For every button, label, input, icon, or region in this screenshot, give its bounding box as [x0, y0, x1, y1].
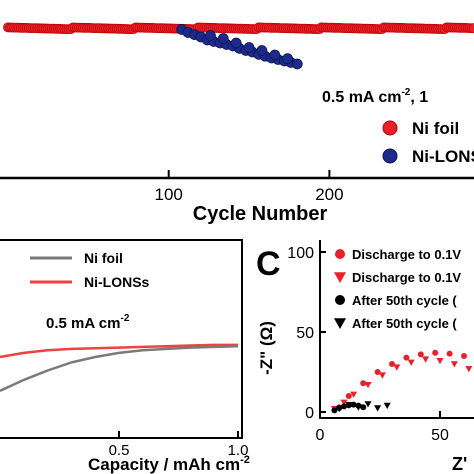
c-y-axis-label: -Z" (Ω): [257, 321, 276, 375]
c-point-triangle-3: [364, 401, 372, 408]
top-x-axis-label: Cycle Number: [193, 203, 328, 225]
c-point-triangle-1: [340, 399, 348, 406]
top-x-tick-label: 100: [155, 185, 183, 204]
bl-axis-frame: [0, 239, 243, 439]
bl-line-ni-foil: [0, 344, 239, 392]
c-x-tick-label: 0: [316, 427, 325, 444]
top-series-ni-foil: [3, 22, 474, 35]
c-point-triangle-3: [345, 402, 353, 409]
c-point-triangle-1: [364, 382, 372, 389]
c-point-triangle-1: [393, 364, 401, 371]
top-panel: 100 200 Cycle Number 0.5 mA cm-2, 1 Ni fo…: [0, 22, 474, 225]
top-point-ni-lonss: [256, 45, 268, 56]
c-point-triangle-1: [422, 356, 430, 363]
bottom-left-panel: Ni foil Ni-LONSs 0.5 mA cm-2 0.5 1.0 Capa…: [0, 239, 250, 474]
c-point-circle-0: [389, 361, 395, 367]
panel-c: C 0 50 100 0 50 -Z" (Ω) Z' Discharge to 0.1…: [256, 240, 474, 474]
bl-legend-label-ni-foil: Ni foil: [84, 250, 123, 266]
top-condition-label: 0.5 mA cm-2, 1: [322, 87, 428, 106]
bl-series-ni-foil: [0, 344, 239, 392]
c-legend: Discharge to 0.1V Discharge to 0.1V After …: [334, 247, 461, 331]
c-legend-label: After 50th cycle (: [352, 316, 457, 331]
top-point-ni-lonss: [205, 30, 216, 41]
c-y-tick-label: 50: [296, 325, 314, 342]
c-point-triangle-1: [450, 361, 458, 368]
top-point-ni-lonss: [243, 42, 255, 53]
c-point-circle-2: [341, 403, 347, 410]
c-x-ticks: 0 50: [316, 411, 449, 444]
top-series-ni-lonss: [176, 24, 303, 70]
bl-line-ni-lonss: [0, 343, 238, 359]
bl-condition-label: 0.5 mA cm-2: [46, 313, 130, 332]
c-point-triangle-1: [436, 358, 444, 365]
c-point-triangle-1: [350, 391, 358, 398]
top-point-ni-lonss: [269, 49, 281, 61]
top-point-ni-lonss: [230, 37, 242, 49]
c-point-triangle-3: [335, 406, 343, 413]
c-point-circle-0: [374, 369, 381, 375]
top-legend-label-ni-lonss: Ni-LONSs: [412, 147, 474, 166]
c-y-tick-label: 0: [305, 405, 314, 422]
c-legend-marker-triangle: [334, 272, 346, 283]
c-point-circle-0: [345, 393, 352, 399]
top-legend-marker-ni-lonss: [382, 148, 398, 164]
c-legend-label: Discharge to 0.1V: [352, 247, 461, 262]
top-legend-label-ni-foil: Ni foil: [412, 119, 459, 138]
c-point-triangle-3: [383, 402, 391, 410]
panel-c-label: C: [256, 245, 281, 283]
top-legend-marker-ni-foil: [382, 120, 398, 136]
c-x-tick-label: 50: [431, 427, 449, 444]
c-legend-label: After 50th cycle (: [352, 293, 457, 308]
bl-x-tick-label: 1.0: [228, 442, 249, 459]
c-y-tick-label: 100: [287, 245, 314, 262]
c-point-triangle-1: [465, 366, 473, 373]
c-legend-label: Discharge to 0.1V: [352, 270, 461, 285]
c-point-triangle-3: [354, 404, 362, 411]
c-legend-marker-circle: [335, 295, 345, 305]
top-point-ni-lonss: [282, 53, 293, 64]
c-point-circle-0: [432, 349, 439, 356]
c-point-circle-2: [360, 404, 367, 411]
c-point-circle-0: [461, 353, 467, 359]
c-legend-marker-triangle: [334, 318, 346, 329]
c-x-axis-label: Z': [452, 454, 467, 474]
c-point-triangle-3: [374, 405, 382, 412]
c-point-circle-2: [331, 407, 338, 414]
c-point-triangle-1: [378, 372, 386, 379]
c-point-circle-0: [403, 354, 410, 361]
top-x-ticks: 100 200: [155, 170, 344, 204]
c-legend-marker-circle: [335, 249, 345, 259]
c-point-triangle-1: [407, 359, 415, 366]
bl-series-ni-lonss: [0, 343, 238, 359]
top-point-ni-lonss: [291, 58, 303, 70]
bl-legend-label-ni-lonss: Ni-LONSs: [84, 274, 150, 290]
bl-x-axis-label: Capacity / mAh cm-2: [88, 454, 250, 474]
top-point-ni-lonss: [217, 33, 229, 44]
bl-x-tick-label: 0.5: [109, 442, 130, 459]
c-series: [330, 349, 473, 414]
top-x-tick-label: 200: [315, 185, 343, 204]
c-y-ticks: 0 50 100: [287, 245, 326, 422]
c-point-circle-2: [350, 401, 357, 408]
c-point-circle-0: [417, 351, 424, 358]
c-point-circle-0: [446, 350, 453, 357]
bl-x-ticks: 0.5 1.0: [109, 431, 249, 459]
c-point-circle-0: [360, 380, 367, 387]
